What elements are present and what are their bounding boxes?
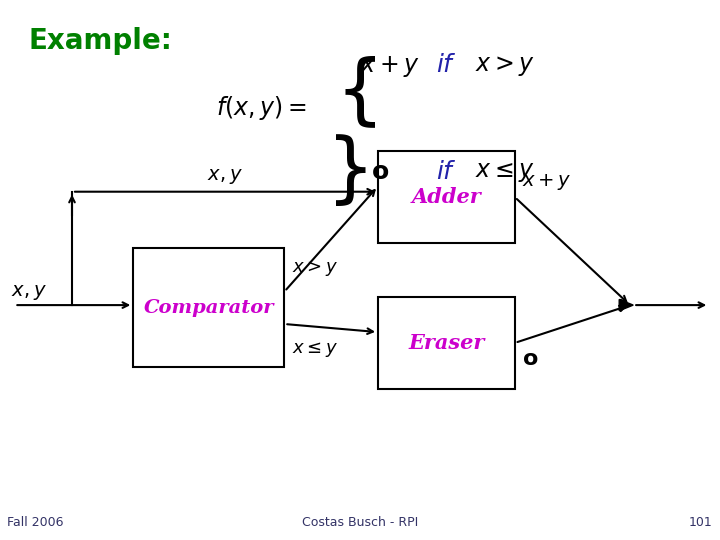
Text: $x,y$: $x,y$: [11, 284, 47, 302]
Text: $x>y$: $x>y$: [475, 54, 535, 78]
Text: $x,y$: $x,y$: [207, 167, 243, 186]
Text: Adder: Adder: [412, 187, 481, 207]
Bar: [378, 151, 515, 243]
Text: $x>y$: $x>y$: [292, 259, 338, 278]
Text: $\mathit{if}$: $\mathit{if}$: [436, 161, 456, 184]
Text: $\mathit{if}$: $\mathit{if}$: [436, 54, 456, 77]
Text: Costas Busch - RPI: Costas Busch - RPI: [302, 516, 418, 529]
Text: $\mathbf{o}$: $\mathbf{o}$: [522, 348, 539, 370]
Text: $x\leq y$: $x\leq y$: [475, 161, 535, 184]
Text: $x\leq y$: $x\leq y$: [292, 340, 338, 359]
Text: $x+y$: $x+y$: [522, 172, 572, 192]
Bar: [133, 248, 284, 367]
Text: Example:: Example:: [29, 27, 173, 55]
Text: Eraser: Eraser: [408, 333, 485, 353]
Text: $x+y$: $x+y$: [360, 54, 420, 79]
Text: $\{$: $\{$: [335, 54, 376, 130]
Polygon shape: [619, 299, 634, 311]
Text: 101: 101: [689, 516, 713, 529]
Text: $\{$: $\{$: [335, 130, 376, 205]
Text: Fall 2006: Fall 2006: [7, 516, 63, 529]
Text: $\mathbf{o}$: $\mathbf{o}$: [371, 161, 389, 184]
Bar: [378, 297, 515, 389]
Text: $f(x,y)=$: $f(x,y)=$: [216, 94, 307, 122]
Text: Comparator: Comparator: [143, 299, 274, 317]
